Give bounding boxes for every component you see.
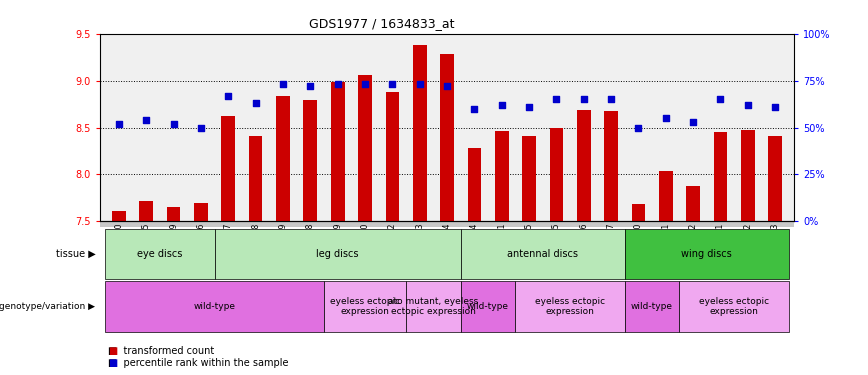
Point xyxy=(413,81,427,87)
Bar xyxy=(687,186,700,221)
Point xyxy=(659,115,673,121)
Bar xyxy=(549,128,563,221)
Point xyxy=(631,124,645,130)
Text: GDS1977 / 1634833_at: GDS1977 / 1634833_at xyxy=(309,17,455,30)
Bar xyxy=(276,96,290,221)
Point xyxy=(276,81,290,87)
Point xyxy=(495,102,509,108)
Text: ■: ■ xyxy=(108,358,117,368)
Bar xyxy=(331,82,345,221)
Bar xyxy=(194,203,207,221)
Bar xyxy=(495,131,509,221)
Point xyxy=(604,96,618,102)
Point xyxy=(440,83,454,89)
Bar xyxy=(659,171,673,221)
Bar xyxy=(440,54,454,221)
Bar xyxy=(385,92,399,221)
Bar xyxy=(468,148,481,221)
Bar xyxy=(167,207,181,221)
Point xyxy=(713,96,727,102)
Point xyxy=(331,81,345,87)
Text: wild-type: wild-type xyxy=(194,302,235,311)
Text: eyeless ectopic
expression: eyeless ectopic expression xyxy=(535,297,605,316)
Text: ■: ■ xyxy=(108,346,117,356)
Point xyxy=(522,104,536,110)
Point xyxy=(686,119,700,125)
Text: wild-type: wild-type xyxy=(631,302,673,311)
Point xyxy=(768,104,782,110)
Point xyxy=(304,83,318,89)
Bar xyxy=(523,136,536,221)
Text: leg discs: leg discs xyxy=(317,249,358,259)
Bar xyxy=(358,75,372,221)
Text: tissue ▶: tissue ▶ xyxy=(56,249,95,259)
Point xyxy=(549,96,563,102)
Text: antennal discs: antennal discs xyxy=(507,249,578,259)
Point xyxy=(358,81,372,87)
Text: wing discs: wing discs xyxy=(681,249,732,259)
Point xyxy=(221,93,235,99)
Text: ato mutant, eyeless
ectopic expression: ato mutant, eyeless ectopic expression xyxy=(388,297,478,316)
Bar xyxy=(604,111,618,221)
Point xyxy=(167,121,181,127)
Bar xyxy=(768,136,782,221)
Bar xyxy=(413,45,426,221)
Bar xyxy=(304,100,317,221)
Text: eye discs: eye discs xyxy=(137,249,182,259)
Bar xyxy=(632,204,645,221)
Text: ■  transformed count: ■ transformed count xyxy=(108,346,214,356)
Point xyxy=(385,81,399,87)
Point xyxy=(140,117,154,123)
Text: eyeless ectopic
expression: eyeless ectopic expression xyxy=(330,297,400,316)
Point xyxy=(112,121,126,127)
Text: wild-type: wild-type xyxy=(467,302,509,311)
Text: genotype/variation ▶: genotype/variation ▶ xyxy=(0,302,95,311)
Bar xyxy=(221,116,235,221)
Text: eyeless ectopic
expression: eyeless ectopic expression xyxy=(699,297,769,316)
Text: ■  percentile rank within the sample: ■ percentile rank within the sample xyxy=(108,358,289,368)
Bar xyxy=(112,211,126,221)
Point xyxy=(249,100,263,106)
Point xyxy=(194,124,208,130)
Point xyxy=(576,96,590,102)
Bar xyxy=(713,132,727,221)
Point xyxy=(740,102,754,108)
Bar xyxy=(249,136,262,221)
Bar xyxy=(140,201,153,221)
Point xyxy=(467,106,481,112)
Bar xyxy=(741,130,754,221)
Bar xyxy=(577,110,590,221)
